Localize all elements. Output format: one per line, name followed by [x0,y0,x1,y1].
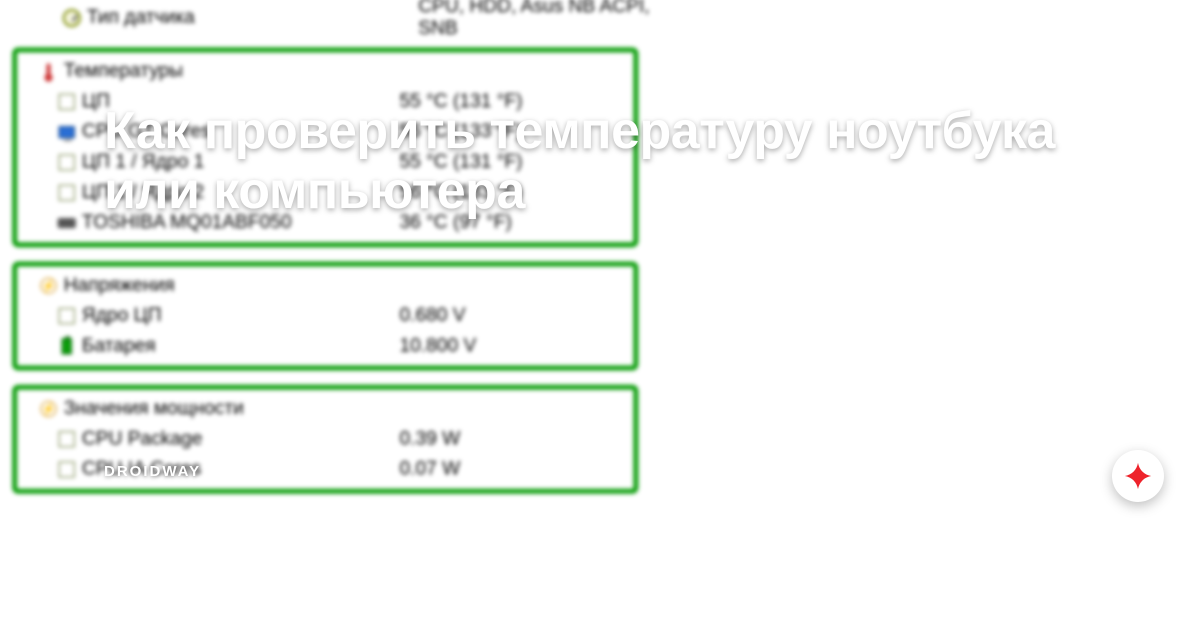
brand-label: DROIDWAY [104,463,201,480]
chip-icon [58,460,76,478]
sensor-value: 0.07 W [399,458,633,480]
bolt-icon: ⚡ [39,400,57,418]
power-header-label: Значения мощности [64,398,244,420]
chip-icon [58,93,76,111]
sensor-label: Батарея [82,335,156,357]
hdd-icon [58,214,76,232]
chip-icon [58,184,76,202]
voltages-header-label: Напряжения [64,275,175,297]
zen-badge[interactable] [1112,450,1164,502]
chip-icon [58,430,76,448]
battery-icon [58,337,76,355]
sensor-value: 0.680 V [399,305,633,327]
chip-icon [58,307,76,325]
sensor-value: 0.39 W [399,428,633,450]
voltages-group: ⚡ Напряжения Ядро ЦП 0.680 V Батарея 10.800… [12,261,638,370]
sensor-value: 10.800 V [399,335,633,357]
article-title: Как проверить температуру ноутбука или к… [104,102,1140,222]
sensor-type-value: CPU, HDD, Asus NB ACPI, SNB [418,0,681,40]
sensor-type-icon [63,9,81,27]
chip-icon [58,153,76,171]
sensor-label: CPU Package [82,428,203,450]
sensor-row[interactable]: CPU Package 0.39 W [17,424,633,454]
sensor-row[interactable]: Ядро ЦП 0.680 V [17,301,633,331]
bolt-icon: ⚡ [39,277,57,295]
sensor-type-row: Тип датчика CPU, HDD, Asus NB ACPI, SNB [0,3,1200,33]
temperatures-header-label: Температуры [64,60,183,82]
power-header[interactable]: ⚡ Значения мощности [17,394,633,424]
thermometer-icon [39,63,57,81]
zen-icon [1124,462,1152,490]
voltages-header[interactable]: ⚡ Напряжения [17,271,633,301]
sensor-type-label: Тип датчика [87,7,195,29]
sensor-label: Ядро ЦП [82,305,162,327]
sensor-row[interactable]: Батарея 10.800 V [17,331,633,361]
hwinfo-background: Тип датчика CPU, HDD, Asus NB ACPI, SNB … [0,0,1200,633]
monitor-icon [58,123,76,141]
temperatures-header[interactable]: Температуры [17,56,633,86]
